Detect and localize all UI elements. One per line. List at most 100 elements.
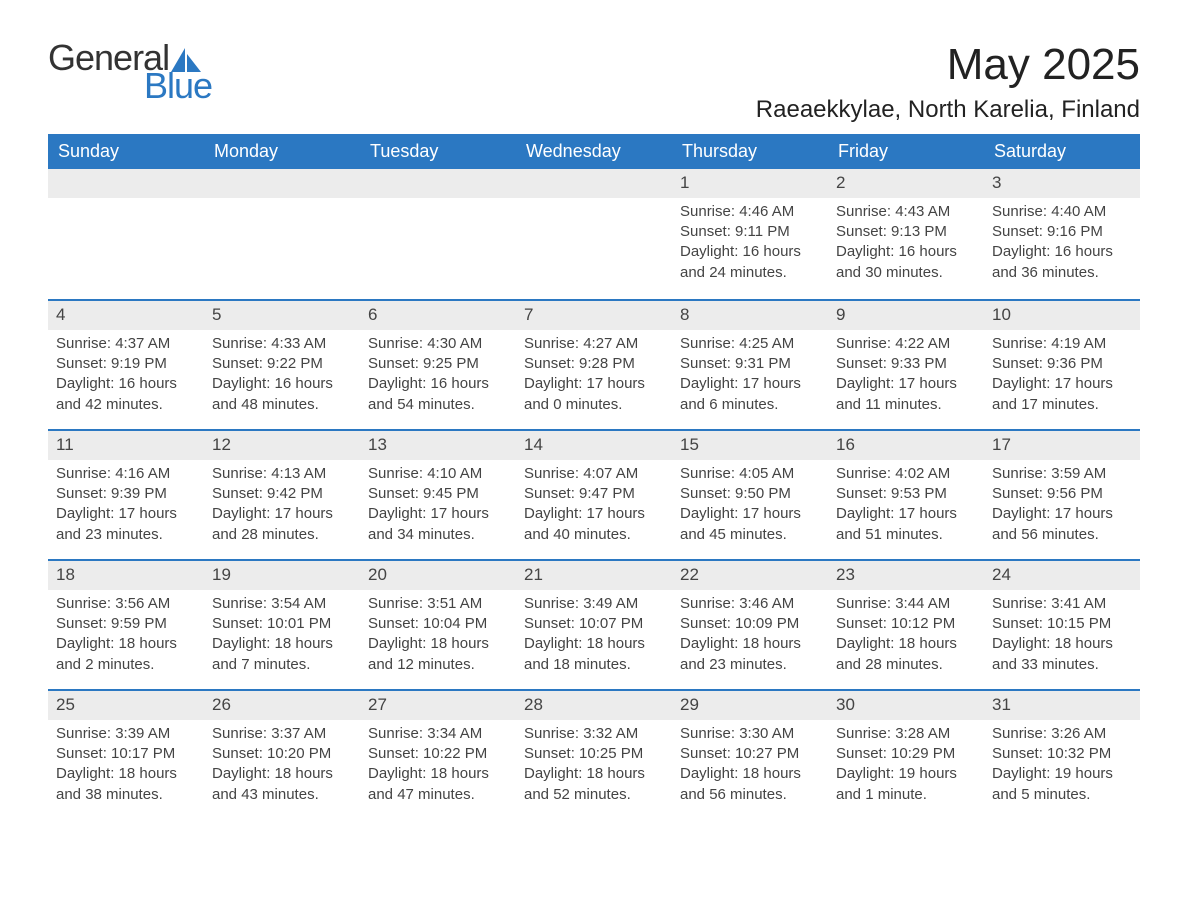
sunrise-text: Sunrise: 4:10 AM	[368, 464, 508, 484]
sunset-text: Sunset: 9:42 PM	[212, 484, 352, 504]
day-cell	[48, 169, 204, 299]
day-body: Sunrise: 4:43 AMSunset: 9:13 PMDaylight:…	[828, 198, 984, 293]
sunset-text: Sunset: 9:53 PM	[836, 484, 976, 504]
day-number	[48, 169, 204, 198]
day-body: Sunrise: 4:05 AMSunset: 9:50 PMDaylight:…	[672, 460, 828, 555]
daylight1-text: Daylight: 17 hours	[992, 374, 1132, 394]
day-number: 9	[828, 301, 984, 330]
day-cell: 14Sunrise: 4:07 AMSunset: 9:47 PMDayligh…	[516, 431, 672, 559]
sunrise-text: Sunrise: 3:56 AM	[56, 594, 196, 614]
day-number: 31	[984, 691, 1140, 720]
day-cell: 19Sunrise: 3:54 AMSunset: 10:01 PMDaylig…	[204, 561, 360, 689]
daylight1-text: Daylight: 18 hours	[212, 764, 352, 784]
sunset-text: Sunset: 9:22 PM	[212, 354, 352, 374]
daylight2-text: and 28 minutes.	[212, 525, 352, 545]
day-number: 16	[828, 431, 984, 460]
week-row: 25Sunrise: 3:39 AMSunset: 10:17 PMDaylig…	[48, 689, 1140, 819]
daylight2-text: and 56 minutes.	[680, 785, 820, 805]
sunrise-text: Sunrise: 3:41 AM	[992, 594, 1132, 614]
daylight1-text: Daylight: 16 hours	[212, 374, 352, 394]
daylight2-text: and 30 minutes.	[836, 263, 976, 283]
daylight2-text: and 40 minutes.	[524, 525, 664, 545]
day-body: Sunrise: 4:25 AMSunset: 9:31 PMDaylight:…	[672, 330, 828, 425]
weeks-container: 1Sunrise: 4:46 AMSunset: 9:11 PMDaylight…	[48, 169, 1140, 819]
daylight2-text: and 56 minutes.	[992, 525, 1132, 545]
day-number: 15	[672, 431, 828, 460]
sunrise-text: Sunrise: 3:49 AM	[524, 594, 664, 614]
day-cell: 13Sunrise: 4:10 AMSunset: 9:45 PMDayligh…	[360, 431, 516, 559]
day-body: Sunrise: 3:44 AMSunset: 10:12 PMDaylight…	[828, 590, 984, 685]
sunset-text: Sunset: 10:04 PM	[368, 614, 508, 634]
daylight2-text: and 5 minutes.	[992, 785, 1132, 805]
sunset-text: Sunset: 10:25 PM	[524, 744, 664, 764]
day-number: 7	[516, 301, 672, 330]
sunset-text: Sunset: 10:15 PM	[992, 614, 1132, 634]
logo: General Blue	[48, 40, 212, 104]
day-cell: 15Sunrise: 4:05 AMSunset: 9:50 PMDayligh…	[672, 431, 828, 559]
calendar: SundayMondayTuesdayWednesdayThursdayFrid…	[48, 134, 1140, 819]
day-body: Sunrise: 4:19 AMSunset: 9:36 PMDaylight:…	[984, 330, 1140, 425]
sunset-text: Sunset: 9:39 PM	[56, 484, 196, 504]
daylight2-text: and 51 minutes.	[836, 525, 976, 545]
sunset-text: Sunset: 9:25 PM	[368, 354, 508, 374]
day-number: 21	[516, 561, 672, 590]
weekday-header: Thursday	[672, 134, 828, 169]
day-number: 30	[828, 691, 984, 720]
sunset-text: Sunset: 10:20 PM	[212, 744, 352, 764]
day-body	[516, 198, 672, 288]
day-cell	[360, 169, 516, 299]
sunrise-text: Sunrise: 4:43 AM	[836, 202, 976, 222]
sunrise-text: Sunrise: 3:34 AM	[368, 724, 508, 744]
daylight2-text: and 36 minutes.	[992, 263, 1132, 283]
daylight2-text: and 33 minutes.	[992, 655, 1132, 675]
day-number: 29	[672, 691, 828, 720]
sunrise-text: Sunrise: 3:30 AM	[680, 724, 820, 744]
day-number: 27	[360, 691, 516, 720]
sunrise-text: Sunrise: 3:59 AM	[992, 464, 1132, 484]
day-body: Sunrise: 3:28 AMSunset: 10:29 PMDaylight…	[828, 720, 984, 815]
daylight1-text: Daylight: 18 hours	[212, 634, 352, 654]
daylight2-text: and 6 minutes.	[680, 395, 820, 415]
sunrise-text: Sunrise: 4:25 AM	[680, 334, 820, 354]
sunset-text: Sunset: 9:33 PM	[836, 354, 976, 374]
daylight1-text: Daylight: 19 hours	[992, 764, 1132, 784]
day-number: 10	[984, 301, 1140, 330]
day-cell: 16Sunrise: 4:02 AMSunset: 9:53 PMDayligh…	[828, 431, 984, 559]
day-number: 28	[516, 691, 672, 720]
daylight1-text: Daylight: 17 hours	[680, 374, 820, 394]
weekday-header: Saturday	[984, 134, 1140, 169]
day-cell: 6Sunrise: 4:30 AMSunset: 9:25 PMDaylight…	[360, 301, 516, 429]
day-cell: 25Sunrise: 3:39 AMSunset: 10:17 PMDaylig…	[48, 691, 204, 819]
sunrise-text: Sunrise: 4:07 AM	[524, 464, 664, 484]
day-number: 4	[48, 301, 204, 330]
daylight1-text: Daylight: 18 hours	[680, 764, 820, 784]
day-cell	[204, 169, 360, 299]
sunrise-text: Sunrise: 4:30 AM	[368, 334, 508, 354]
weekday-header: Tuesday	[360, 134, 516, 169]
daylight1-text: Daylight: 18 hours	[680, 634, 820, 654]
day-number: 1	[672, 169, 828, 198]
daylight1-text: Daylight: 16 hours	[836, 242, 976, 262]
day-number: 26	[204, 691, 360, 720]
day-number: 2	[828, 169, 984, 198]
day-number: 6	[360, 301, 516, 330]
day-number: 25	[48, 691, 204, 720]
sunset-text: Sunset: 10:27 PM	[680, 744, 820, 764]
day-body: Sunrise: 4:37 AMSunset: 9:19 PMDaylight:…	[48, 330, 204, 425]
day-cell: 10Sunrise: 4:19 AMSunset: 9:36 PMDayligh…	[984, 301, 1140, 429]
daylight2-text: and 45 minutes.	[680, 525, 820, 545]
day-body: Sunrise: 3:37 AMSunset: 10:20 PMDaylight…	[204, 720, 360, 815]
daylight1-text: Daylight: 17 hours	[56, 504, 196, 524]
day-cell: 30Sunrise: 3:28 AMSunset: 10:29 PMDaylig…	[828, 691, 984, 819]
day-cell: 24Sunrise: 3:41 AMSunset: 10:15 PMDaylig…	[984, 561, 1140, 689]
day-cell: 8Sunrise: 4:25 AMSunset: 9:31 PMDaylight…	[672, 301, 828, 429]
daylight1-text: Daylight: 18 hours	[56, 764, 196, 784]
daylight2-text: and 47 minutes.	[368, 785, 508, 805]
daylight2-text: and 48 minutes.	[212, 395, 352, 415]
day-number: 20	[360, 561, 516, 590]
day-body	[204, 198, 360, 288]
daylight1-text: Daylight: 17 hours	[836, 504, 976, 524]
sunrise-text: Sunrise: 4:33 AM	[212, 334, 352, 354]
day-number: 17	[984, 431, 1140, 460]
day-body: Sunrise: 4:33 AMSunset: 9:22 PMDaylight:…	[204, 330, 360, 425]
